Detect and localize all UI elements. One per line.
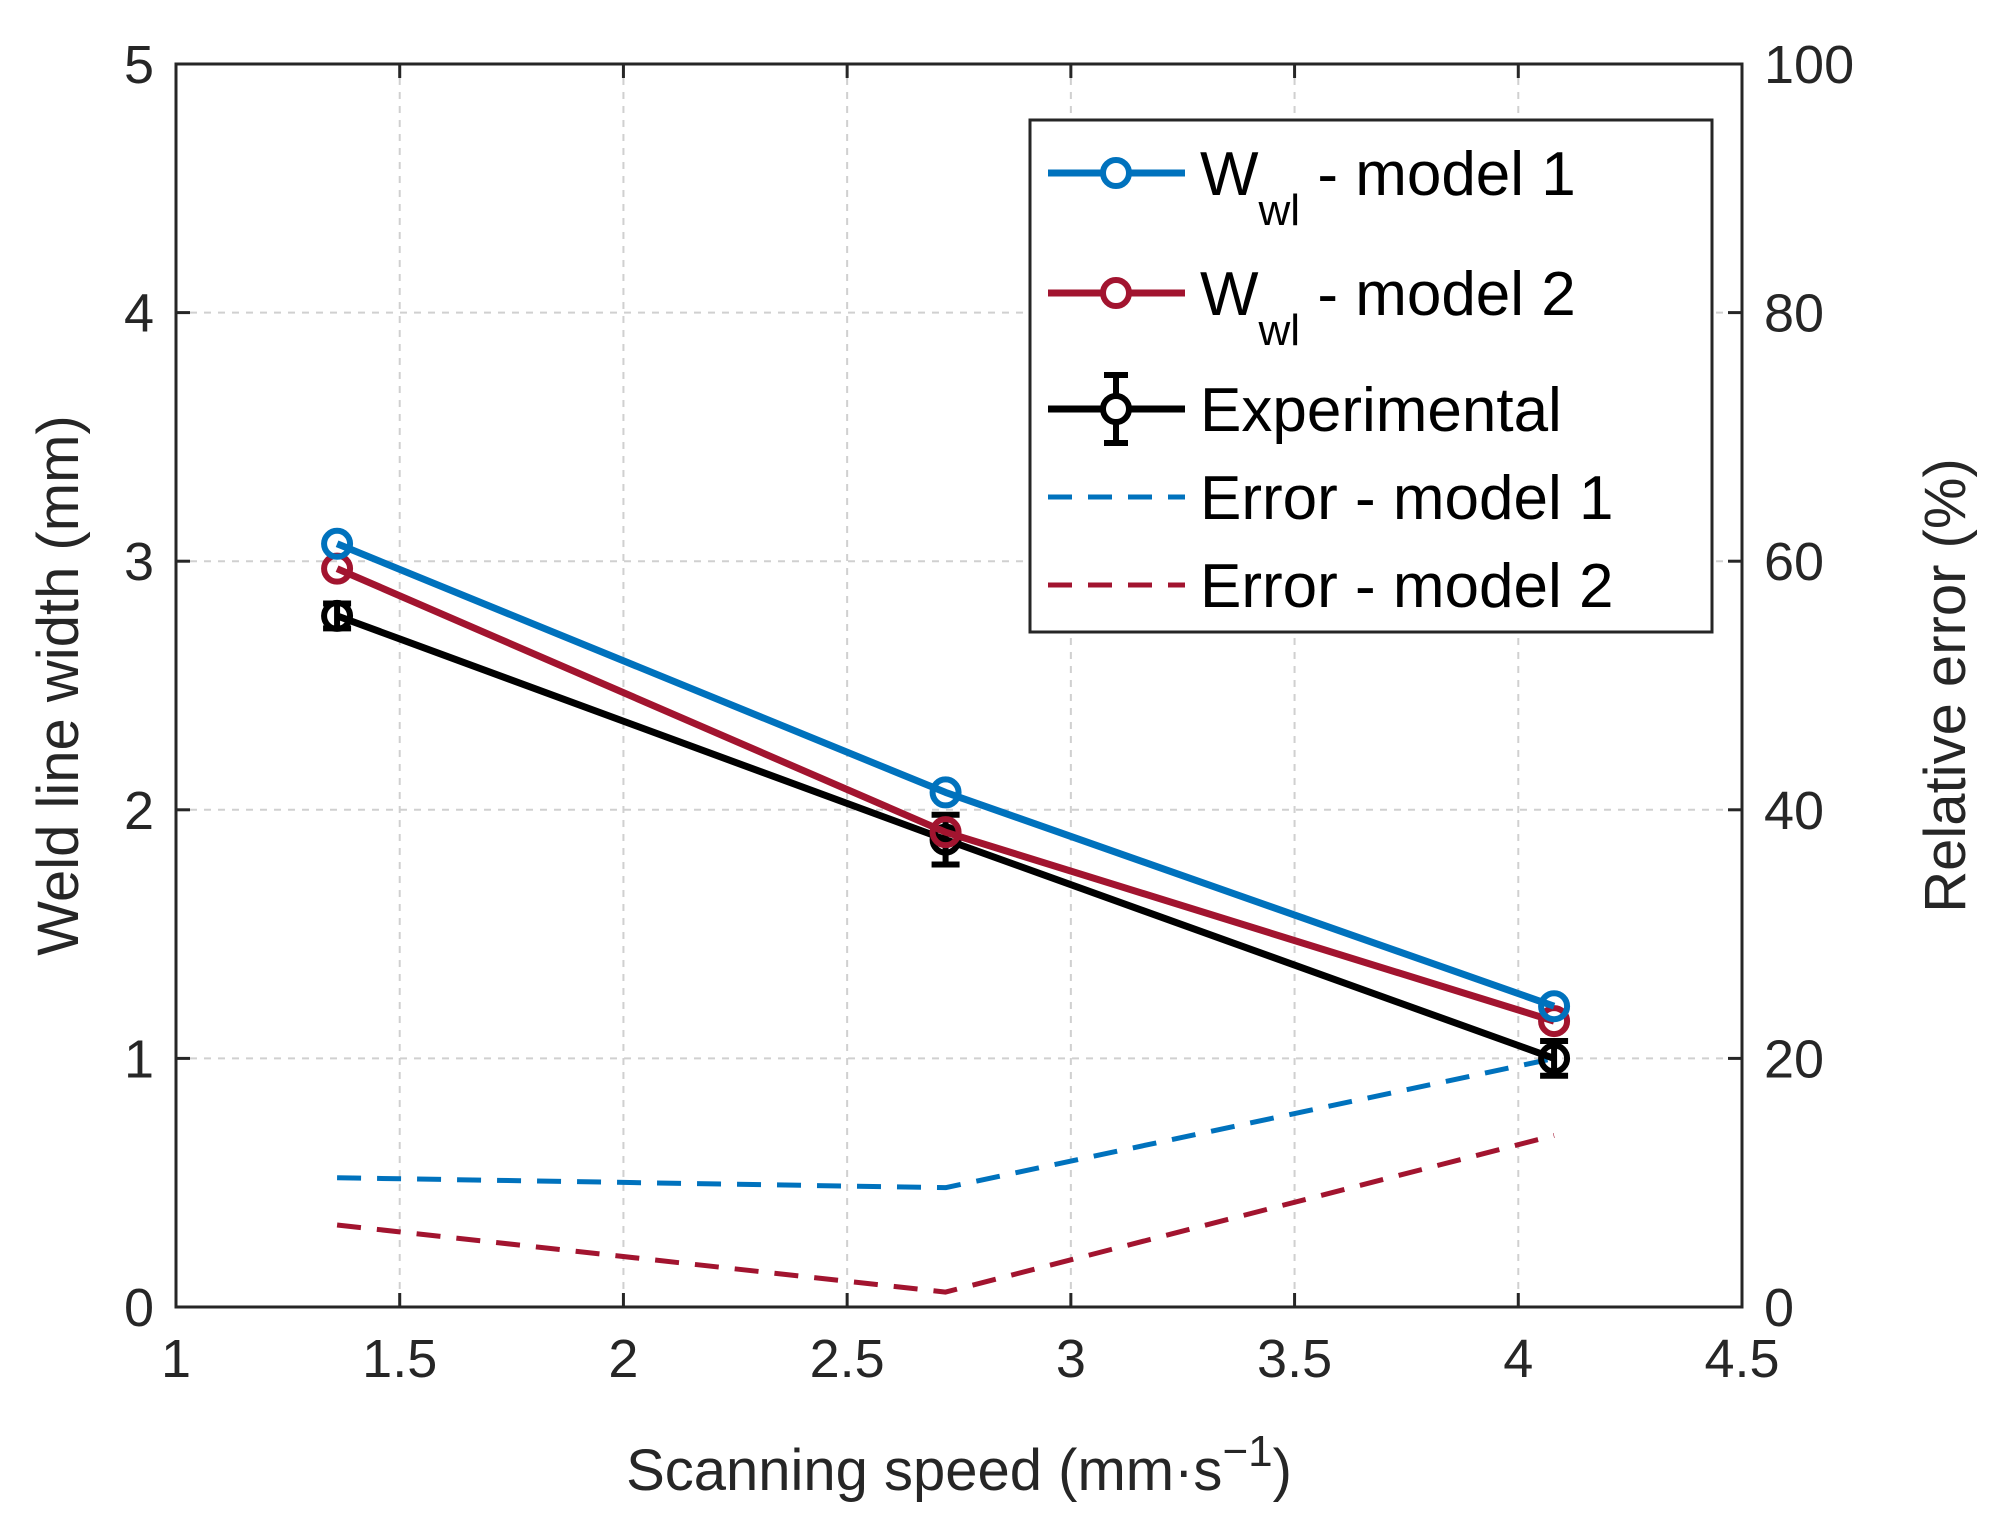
legend-label-error1: Error - model 1 — [1200, 464, 1613, 533]
y-tick-label: 3 — [124, 532, 154, 592]
series-line-error1 — [337, 1055, 1555, 1191]
x-tick-label: 2.5 — [810, 1329, 885, 1389]
series-line-model2 — [335, 565, 1556, 1025]
plot-frame — [174, 62, 1744, 1309]
y-tick-label: 4 — [124, 284, 154, 344]
y2-tick-label: 20 — [1764, 1029, 1824, 1089]
legend-marker — [1100, 157, 1132, 189]
x-tick-label: 4.5 — [1704, 1329, 1779, 1389]
x-tick-label: 2 — [608, 1329, 638, 1389]
x-tick-label: 3 — [1056, 1329, 1086, 1389]
data-point-experimental — [321, 599, 354, 632]
legend: Wwl - model 1 Wwl - model 2 Experimental Er… — [1028, 118, 1714, 634]
legend-label-model1: Wwl - model 1 — [1200, 140, 1576, 235]
y-tick-label: 1 — [124, 1029, 154, 1089]
series-line-error2 — [336, 1133, 1555, 1295]
series — [321, 527, 1571, 1295]
legend-label-experimental: Experimental — [1200, 376, 1562, 445]
y2-tick-label: 100 — [1764, 35, 1854, 95]
x-axis-title: Scanning speed (mm·s−1) — [626, 1427, 1292, 1503]
data-point-model1 — [929, 776, 962, 809]
x-tick-label: 3.5 — [1257, 1329, 1332, 1389]
legend-label-error2: Error - model 2 — [1200, 552, 1613, 621]
y-tick-label: 0 — [124, 1278, 154, 1338]
legend-label-model2: Wwl - model 2 — [1200, 260, 1576, 355]
y-tick-label: 5 — [124, 35, 154, 95]
series-line-model1 — [335, 540, 1556, 1010]
y2-tick-label: 40 — [1764, 781, 1824, 841]
y2-tick-label: 60 — [1764, 532, 1824, 592]
y2-axis-title: Relative error (%) — [1913, 458, 1978, 912]
y-tick-label: 2 — [124, 781, 154, 841]
legend-marker — [1100, 393, 1132, 425]
data-point-model1 — [1538, 990, 1571, 1023]
y2-tick-label: 80 — [1764, 284, 1824, 344]
legend-marker — [1100, 277, 1132, 309]
x-tick-label: 1 — [161, 1329, 191, 1389]
data-point-model1 — [321, 527, 354, 560]
data-point-model2 — [929, 816, 962, 849]
x-tick-label: 1.5 — [362, 1329, 437, 1389]
legend-box — [1028, 118, 1714, 634]
y-axis-title: Weld line width (mm) — [26, 415, 91, 955]
y2-tick-label: 0 — [1764, 1278, 1794, 1338]
data-point-experimental — [1538, 1042, 1571, 1075]
x-tick-label: 4 — [1503, 1329, 1533, 1389]
data-point-model2 — [1538, 1005, 1571, 1038]
